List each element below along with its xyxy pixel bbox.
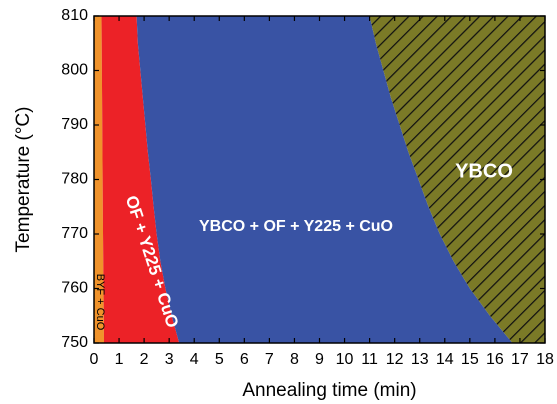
x-tick-label: 16 [486,351,504,368]
x-tick-label: 13 [411,351,429,368]
y-tick-label: 760 [61,280,88,297]
x-tick-label: 15 [461,351,479,368]
x-tick-label: 2 [140,351,149,368]
y-tick-label: 800 [61,62,88,79]
x-tick-label: 0 [90,351,99,368]
x-tick-label: 7 [265,351,274,368]
x-tick-label: 6 [240,351,249,368]
x-tick-label: 11 [361,351,378,368]
x-tick-label: 1 [115,351,124,368]
region-ybco [369,16,545,343]
x-tick-label: 10 [336,351,354,368]
region-label-ybco: YBCO [455,160,513,182]
region-of-y225-cuo [101,16,180,343]
x-tick-label: 18 [536,351,554,368]
x-tick-label: 12 [386,351,404,368]
x-axis-title: Annealing time (min) [242,380,416,401]
region-label-byf-cuo: BYF + CuO [94,274,106,331]
x-tick-label: 4 [190,351,199,368]
region-byf-cuo [94,16,105,343]
y-tick-label: 780 [61,171,88,188]
y-tick-label: 810 [61,7,88,24]
x-tick-label: 3 [165,351,174,368]
x-tick-label: 17 [511,351,529,368]
x-tick-label: 5 [215,351,224,368]
region-ybco-of-y225-cuo [136,16,513,343]
x-tick-label: 9 [315,351,324,368]
x-tick-label: 14 [436,351,454,368]
region-label-ybco-of-y225-cuo: YBCO + OF + Y225 + CuO [199,218,393,235]
y-tick-label: 790 [61,116,88,133]
axes: 0 1 2 3 4 5 6 7 8 9 10 11 12 13 14 15 16 17 18750760770780… [61,7,554,368]
y-axis-title: Temperature (°C) [13,107,34,253]
y-tick-label: 770 [61,225,88,242]
regions-layer [94,16,545,343]
y-tick-label: 750 [61,334,88,351]
x-tick-label: 8 [290,351,299,368]
